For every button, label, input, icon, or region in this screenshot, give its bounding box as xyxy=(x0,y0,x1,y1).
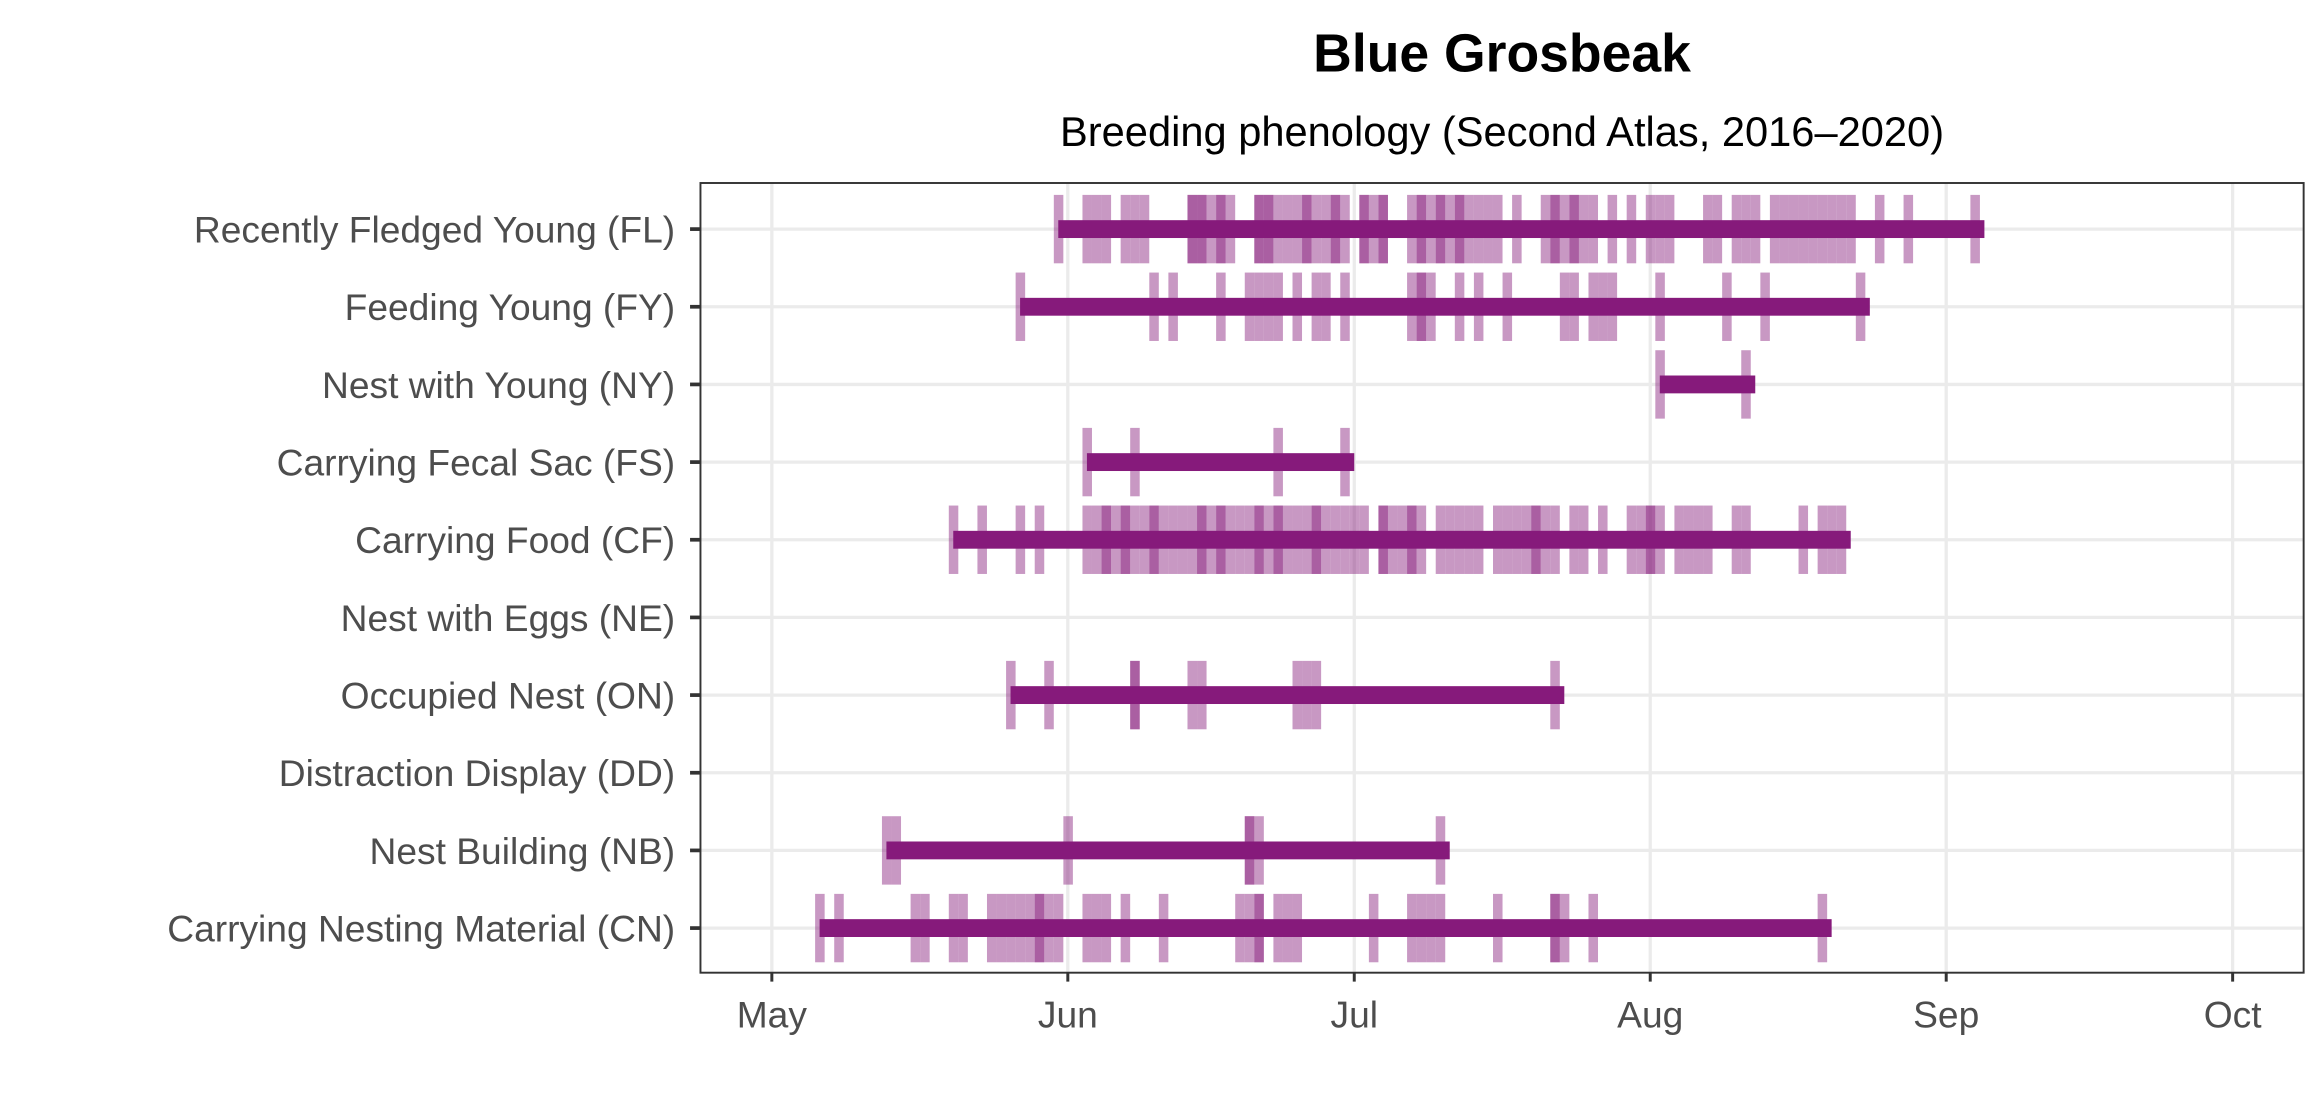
date-range-bar xyxy=(886,841,1450,860)
x-tick-label: Sep xyxy=(1913,994,1979,1036)
date-range-bar xyxy=(1020,297,1870,316)
y-tick-label: Nest with Young (NY) xyxy=(322,364,675,406)
x-axis: May Jun Jul Aug Sep Oct xyxy=(737,972,2262,1036)
x-tick-label: May xyxy=(737,994,808,1036)
y-tick-label: Carrying Nesting Material (CN) xyxy=(167,907,675,949)
date-range-bar xyxy=(1058,220,1985,239)
chart-title: Blue Grosbeak xyxy=(1313,24,1691,83)
date-range-bar xyxy=(953,530,1851,549)
date-range-bar xyxy=(1659,375,1756,394)
y-tick-label: Nest Building (NB) xyxy=(370,830,676,872)
x-tick-label: Jun xyxy=(1038,994,1098,1036)
y-tick-label: Occupied Nest (ON) xyxy=(341,674,676,716)
chart-subtitle: Breeding phenology (Second Atlas, 2016–2… xyxy=(1060,108,1944,155)
date-range-bar xyxy=(819,919,1832,937)
y-tick-label: Nest with Eggs (NE) xyxy=(341,597,676,639)
y-axis: Recently Fledged Young (FL) Feeding Young… xyxy=(167,208,701,949)
y-tick-label: Feeding Young (FY) xyxy=(345,286,676,328)
y-tick-label: Carrying Fecal Sac (FS) xyxy=(277,441,675,483)
y-tick-label: Recently Fledged Young (FL) xyxy=(194,208,675,250)
y-tick-label: Distraction Display (DD) xyxy=(279,752,675,794)
panel-border xyxy=(699,182,2305,974)
x-tick-label: Jul xyxy=(1331,994,1379,1036)
y-tick-label: Carrying Food (CF) xyxy=(355,519,675,561)
x-tick-label: Oct xyxy=(2204,994,2262,1036)
date-range-bar xyxy=(1086,453,1355,472)
data-marks xyxy=(815,194,1985,963)
date-range-bar xyxy=(1010,686,1565,705)
x-tick-label: Aug xyxy=(1617,994,1683,1036)
